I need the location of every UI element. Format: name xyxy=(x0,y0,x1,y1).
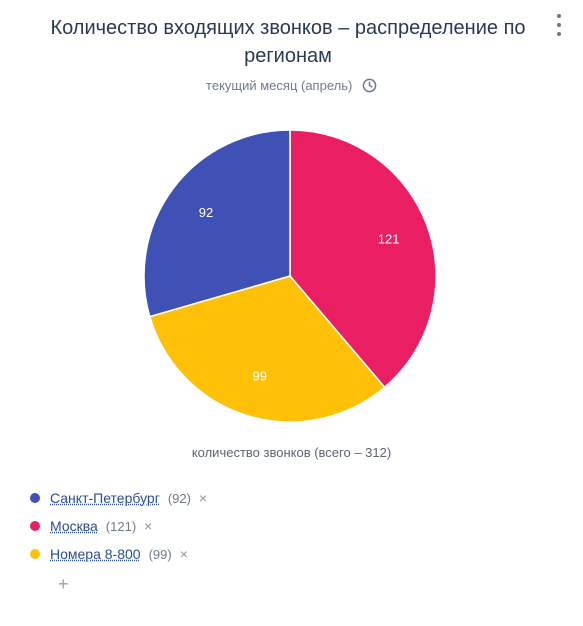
legend: Санкт-Петербург (92) × Москва (121) × Но… xyxy=(26,484,207,568)
pie-data-label: 99 xyxy=(253,369,267,384)
chart-subtitle: текущий месяц (апрель) xyxy=(0,78,583,93)
remove-icon[interactable]: × xyxy=(179,546,188,562)
add-series-icon[interactable]: + xyxy=(58,574,69,594)
remove-icon[interactable]: × xyxy=(144,518,153,534)
legend-count: (92) xyxy=(167,490,191,506)
kebab-menu-icon[interactable] xyxy=(552,14,566,36)
legend-dot xyxy=(30,549,40,559)
legend-item: Москва (121) × xyxy=(26,512,207,540)
pie-slice[interactable] xyxy=(148,275,386,423)
pie-chart: 121 99 92 xyxy=(143,129,437,423)
legend-label[interactable]: Санкт-Петербург xyxy=(50,490,160,506)
pie-data-label: 92 xyxy=(199,205,213,220)
legend-dot xyxy=(30,521,40,531)
pie-slice[interactable] xyxy=(143,129,291,318)
subtitle-text: текущий месяц (апрель) xyxy=(206,78,353,93)
clock-icon xyxy=(362,78,377,93)
chart-title: Количество входящих звонков – распределе… xyxy=(50,17,526,67)
legend-count: (121) xyxy=(105,518,137,534)
legend-label[interactable]: Номера 8-800 xyxy=(50,546,141,562)
legend-item: Санкт-Петербург (92) × xyxy=(26,484,207,512)
legend-label[interactable]: Москва xyxy=(50,518,98,534)
remove-icon[interactable]: × xyxy=(198,490,208,506)
legend-dot xyxy=(30,493,40,503)
legend-item: Номера 8-800 (99) × xyxy=(26,540,207,568)
legend-count: (99) xyxy=(148,546,172,562)
pie-caption: количество звонков (всего – 312) xyxy=(191,445,392,460)
pie-data-label: 121 xyxy=(378,232,400,247)
pie-slice[interactable] xyxy=(289,129,437,389)
